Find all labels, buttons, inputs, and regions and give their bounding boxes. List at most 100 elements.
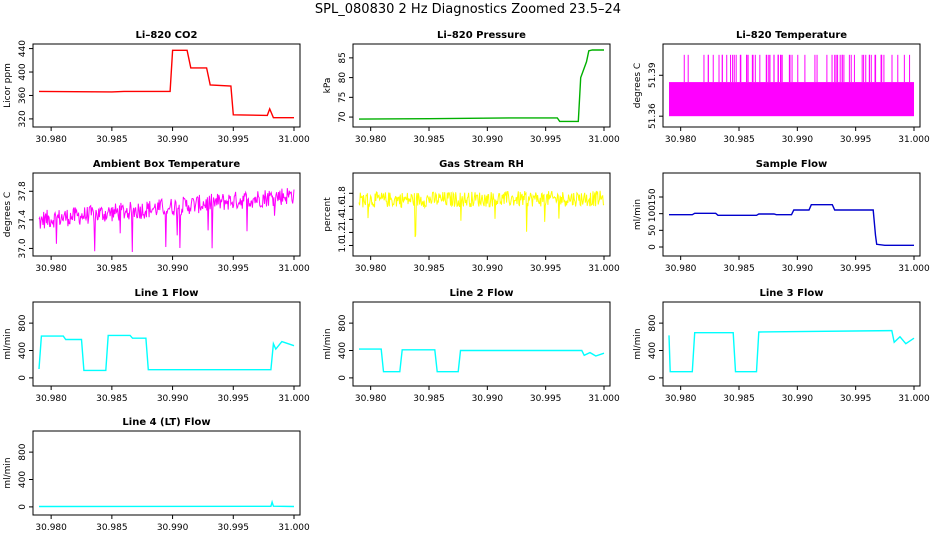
y-tick-label: 1.0 <box>338 238 348 253</box>
x-tick-label: 30.985 <box>723 394 755 404</box>
y-axis-label: percent <box>323 197 333 232</box>
x-tick-label: 30.985 <box>723 135 755 145</box>
plot-frame <box>662 301 921 387</box>
y-tick-label: 1.8 <box>338 186 348 201</box>
x-tick-label: 30.980 <box>35 135 67 145</box>
panel-title: Li–820 Pressure <box>437 30 526 41</box>
y-tick-label: 800 <box>338 314 348 331</box>
y-axis-label: ml/min <box>3 457 13 488</box>
panel-title: Gas Stream RH <box>439 159 524 170</box>
data-series-line <box>38 499 295 508</box>
x-tick-label: 31.000 <box>588 394 620 404</box>
plot-frame <box>352 301 611 387</box>
y-tick-label: 1.6 <box>338 199 348 214</box>
chart-panel-7: Line 1 Flow ml/min 30.980 30.985 30.990 30.99… <box>3 288 310 404</box>
panel-title: Line 2 Flow <box>450 288 514 299</box>
y-tick-label: 1.4 <box>338 212 348 227</box>
y-axis-label: degrees C <box>3 192 13 237</box>
y-tick-label: 37.8 <box>18 181 28 201</box>
y-tick-label: 70 <box>338 111 348 123</box>
y-tick-label: 1.2 <box>338 225 348 239</box>
data-series-line <box>359 348 605 373</box>
x-tick-label: 30.985 <box>413 264 445 274</box>
y-axis-label: kPa <box>323 78 333 94</box>
x-tick-label: 30.995 <box>840 264 872 274</box>
x-tick-label: 30.980 <box>355 394 387 404</box>
y-tick-label: 0 <box>18 504 28 510</box>
plot-frame <box>352 172 611 257</box>
panel-title: Li–820 Temperature <box>736 30 847 41</box>
data-series-line <box>38 334 295 372</box>
y-axis-label: ml/min <box>323 328 333 359</box>
x-tick-label: 31.000 <box>588 264 620 274</box>
y-tick-label: 100 <box>648 205 658 222</box>
y-tick-label: 0 <box>648 375 658 381</box>
x-tick-label: 30.980 <box>35 523 67 533</box>
chart-panel-8: Line 2 Flow ml/min 30.980 30.985 30.990 30.99… <box>323 288 620 404</box>
y-tick-label: 0 <box>338 375 348 381</box>
x-tick-label: 30.995 <box>840 135 872 145</box>
y-tick-label: 0 <box>18 375 28 381</box>
chart-panel-9: Line 3 Flow ml/min 30.980 30.985 30.990 30.99… <box>633 288 930 404</box>
x-tick-label: 30.980 <box>35 264 67 274</box>
y-tick-label: 400 <box>18 471 28 488</box>
plot-frame <box>32 43 301 128</box>
x-tick-label: 30.980 <box>355 135 387 145</box>
plot-frame <box>662 43 921 128</box>
x-tick-label: 31.000 <box>278 264 310 274</box>
y-tick-label: 80 <box>338 72 348 84</box>
x-tick-label: 30.990 <box>472 135 504 145</box>
plot-frame <box>32 301 301 387</box>
x-tick-label: 30.990 <box>472 394 504 404</box>
chart-panel-1: Li–820 CO2 Licor ppm 30.980 30.985 30.990 30.… <box>3 30 310 145</box>
y-tick-label: 440 <box>18 40 28 57</box>
y-tick-label: 37.0 <box>18 238 28 258</box>
figure-title: SPL_080830 2 Hz Diagnostics Zoomed 23.5–… <box>314 2 622 17</box>
data-series-line <box>38 49 294 119</box>
data-series-line <box>358 190 605 238</box>
plot-frame <box>352 43 611 128</box>
x-tick-label: 30.990 <box>782 264 814 274</box>
x-tick-label: 30.985 <box>96 523 128 533</box>
y-tick-label: 400 <box>18 342 28 359</box>
x-tick-label: 30.990 <box>782 394 814 404</box>
data-series-line <box>358 49 604 123</box>
y-tick-label: 360 <box>18 87 28 104</box>
data-series-line <box>38 188 295 253</box>
x-tick-label: 30.995 <box>218 135 250 145</box>
y-tick-label: 37.4 <box>18 210 28 230</box>
x-tick-label: 30.985 <box>723 264 755 274</box>
panel-title: Sample Flow <box>756 159 828 170</box>
y-axis-label: degrees C <box>633 63 643 108</box>
y-tick-label: 800 <box>18 314 28 331</box>
y-axis-label: ml/min <box>633 199 643 230</box>
x-tick-label: 30.985 <box>96 394 128 404</box>
x-tick-label: 30.995 <box>840 394 872 404</box>
x-tick-label: 31.000 <box>898 264 930 274</box>
x-tick-label: 31.000 <box>278 523 310 533</box>
x-tick-label: 30.990 <box>157 523 189 533</box>
x-tick-label: 30.990 <box>782 135 814 145</box>
y-tick-label: 800 <box>18 443 28 460</box>
chart-panel-6: Sample Flow ml/min 30.980 30.985 30.990 30.99… <box>633 159 930 274</box>
x-tick-label: 30.980 <box>665 264 697 274</box>
chart-panel-5: Gas Stream RH percent 30.980 30.985 30.990 30… <box>323 159 620 274</box>
x-tick-label: 30.985 <box>96 135 128 145</box>
plot-frame <box>32 172 301 257</box>
y-axis-label: ml/min <box>3 328 13 359</box>
x-tick-label: 30.995 <box>530 264 562 274</box>
data-series-line <box>669 204 914 246</box>
x-tick-label: 31.000 <box>898 135 930 145</box>
panel-title: Line 4 (LT) Flow <box>122 417 210 428</box>
y-tick-label: 150 <box>648 188 658 205</box>
x-tick-label: 31.000 <box>278 135 310 145</box>
x-tick-label: 30.995 <box>218 264 250 274</box>
x-tick-label: 30.985 <box>96 264 128 274</box>
y-tick-label: 75 <box>338 92 348 103</box>
panel-title: Ambient Box Temperature <box>93 159 240 170</box>
plot-frame <box>32 430 301 516</box>
x-tick-label: 31.000 <box>588 135 620 145</box>
y-tick-label: 85 <box>338 52 348 63</box>
x-tick-label: 30.980 <box>665 394 697 404</box>
